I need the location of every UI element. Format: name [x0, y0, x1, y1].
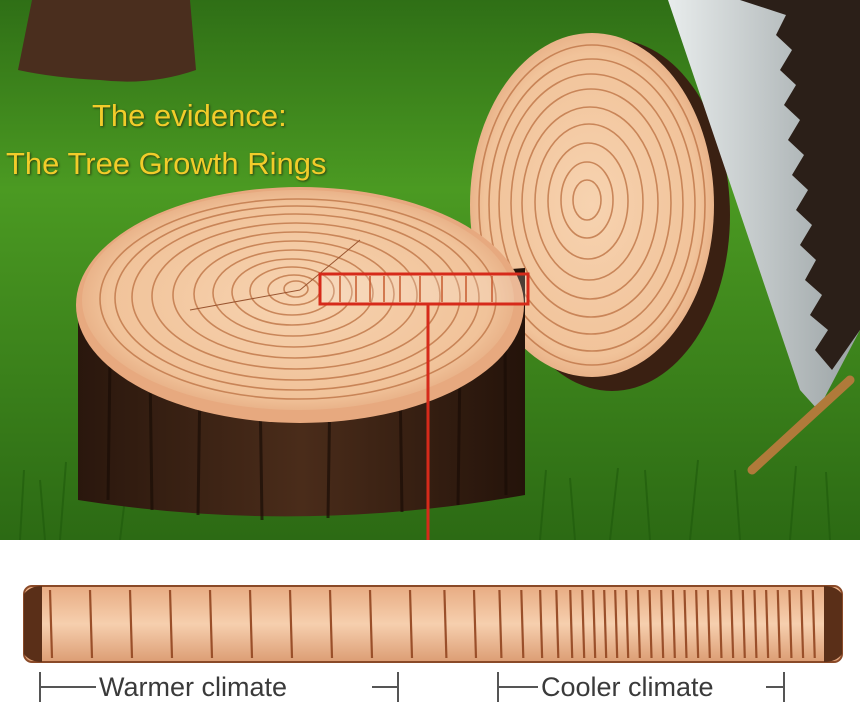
strip-ring-line [660, 589, 665, 659]
strip-ring-line [288, 589, 294, 659]
strip-ring-line [498, 589, 503, 659]
strip-ring-line [443, 589, 448, 659]
strip-ring-line [520, 589, 525, 659]
stump-growth-rings [99, 198, 497, 400]
strip-ring-line [328, 589, 334, 659]
strip-ring-line [368, 589, 374, 659]
warmer-climate-label: Warmer climate [96, 672, 291, 703]
strip-ring-line [625, 589, 630, 659]
strip-ring-line [799, 589, 805, 659]
strip-ring-line [592, 589, 597, 659]
strip-ring-line [555, 589, 560, 659]
warmer-climate-bracket [39, 672, 399, 702]
background-trunk [18, 0, 196, 82]
strip-ring-line [753, 589, 758, 659]
strip-ring-line [248, 589, 254, 659]
strip-ring-line [603, 589, 608, 659]
strip-ring-line [614, 589, 619, 659]
upright-log-slice [470, 33, 730, 391]
strip-ring-line [208, 589, 214, 659]
strip-ring-line [168, 589, 174, 659]
strip-ring-line [671, 589, 676, 659]
strip-ring-line [706, 589, 711, 659]
strip-ring-line [776, 589, 781, 659]
strip-ring-line [128, 589, 134, 659]
title-line-1: The evidence: [92, 98, 287, 133]
strip-ring-line [539, 589, 544, 659]
title-line-2: The Tree Growth Rings [6, 146, 327, 181]
strip-ring-line [788, 589, 793, 659]
sample-highlight [318, 272, 530, 560]
strip-ring-line [636, 589, 641, 659]
strip-ring-line [695, 589, 700, 659]
strip-ring-line [408, 589, 414, 659]
strip-ring-line [741, 589, 746, 659]
strip-ring-line [48, 589, 54, 659]
strip-ring-line [88, 589, 94, 659]
saw-icon [668, 0, 860, 475]
grass-blades [19, 459, 831, 541]
strip-ring-line [811, 589, 816, 659]
strip-growth-rings [48, 589, 816, 659]
strip-ring-line [472, 589, 478, 659]
strip-ring-line [648, 589, 653, 659]
strip-ring-line [581, 589, 586, 659]
strip-ring-line [765, 589, 770, 659]
ring-strip [23, 585, 843, 663]
strip-ring-line [730, 589, 735, 659]
strip-ring-line [569, 589, 574, 659]
strip-ring-line [683, 589, 688, 659]
cooler-climate-bracket [497, 672, 785, 702]
tree-stump [76, 187, 525, 521]
strip-ring-line [718, 589, 723, 659]
cooler-climate-label: Cooler climate [538, 672, 717, 703]
